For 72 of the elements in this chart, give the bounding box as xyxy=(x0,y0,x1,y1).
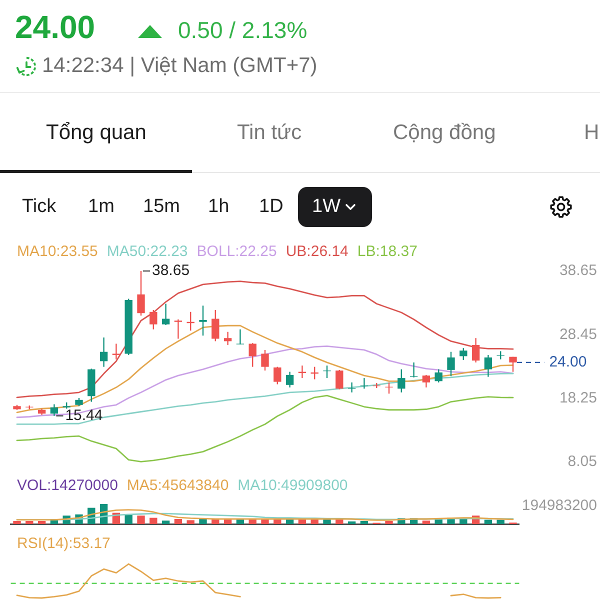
bar xyxy=(13,521,21,524)
candlestick xyxy=(174,318,182,340)
bar xyxy=(422,520,430,524)
annotation: 38.65 xyxy=(152,262,190,280)
legend-title: VOL:14270000 xyxy=(17,476,118,494)
bar xyxy=(496,520,504,524)
candlestick xyxy=(100,336,108,368)
text: 1m xyxy=(88,194,114,219)
candlestick xyxy=(150,309,158,330)
y-tick-label: 8.05 xyxy=(568,453,597,470)
bar xyxy=(186,520,194,524)
text: 1h xyxy=(208,194,230,219)
text: BOLL:22.25 xyxy=(196,242,277,260)
text: 24.00 xyxy=(15,8,96,48)
candlestick xyxy=(286,371,294,388)
bar xyxy=(174,519,182,524)
candlestick xyxy=(248,342,256,368)
text: 24.00 xyxy=(549,354,587,371)
candlestick xyxy=(224,331,232,346)
text: 0.50 / 2.13% xyxy=(178,16,308,46)
bar xyxy=(38,521,46,524)
text: 14:22:34 | Việt Nam (GMT+7) xyxy=(42,53,318,80)
bar xyxy=(150,518,158,524)
text: MA50:22.23 xyxy=(106,242,188,260)
candlestick xyxy=(162,303,170,326)
candlestick xyxy=(274,366,282,385)
candlestick xyxy=(509,356,517,372)
bar xyxy=(199,519,207,524)
text: 1D xyxy=(259,194,284,219)
bar xyxy=(434,519,442,524)
y-tick-label: 28.45 xyxy=(559,326,597,343)
text: H xyxy=(584,120,600,146)
candlestick xyxy=(236,328,244,345)
candlestick xyxy=(199,305,207,336)
bar xyxy=(26,521,34,524)
bar xyxy=(124,514,132,524)
text: 15m xyxy=(143,194,180,219)
text: Tổng quan xyxy=(46,120,146,146)
bar xyxy=(385,521,393,524)
candlestick xyxy=(472,338,480,364)
series-label: RSI(14):53.17 xyxy=(17,534,110,552)
text: 1W xyxy=(312,194,340,219)
series-label: MA10:49909800 xyxy=(238,476,348,494)
text: Tick xyxy=(22,194,56,219)
text: Cộng đồng xyxy=(393,120,496,146)
bar xyxy=(484,520,492,524)
series-label: UB:26.14 xyxy=(286,242,348,260)
candlestick xyxy=(434,368,442,384)
annotation: 15.44 xyxy=(65,407,103,424)
bar xyxy=(137,516,145,524)
bar xyxy=(323,519,331,524)
bar xyxy=(348,521,356,524)
y-tick-label: 18.25 xyxy=(559,389,597,406)
candlestick xyxy=(460,347,468,361)
y-tick-label: 38.65 xyxy=(559,262,597,280)
candlestick xyxy=(410,362,418,378)
series-label: MA5:45643840 xyxy=(126,476,229,494)
bar xyxy=(162,520,170,524)
candlestick xyxy=(447,351,455,377)
candlestick xyxy=(261,349,269,372)
bar xyxy=(261,519,269,524)
candlestick xyxy=(112,343,120,360)
candlestick xyxy=(422,374,430,388)
candlestick xyxy=(336,369,344,390)
text: 194983200 xyxy=(522,497,597,514)
candlestick xyxy=(212,309,220,342)
text: Tin tức xyxy=(237,120,302,146)
text: LB:18.37 xyxy=(357,242,418,260)
candlestick xyxy=(398,368,406,394)
text: MA10:23.55 xyxy=(17,242,98,260)
candlestick xyxy=(484,354,492,378)
bar xyxy=(360,521,368,524)
